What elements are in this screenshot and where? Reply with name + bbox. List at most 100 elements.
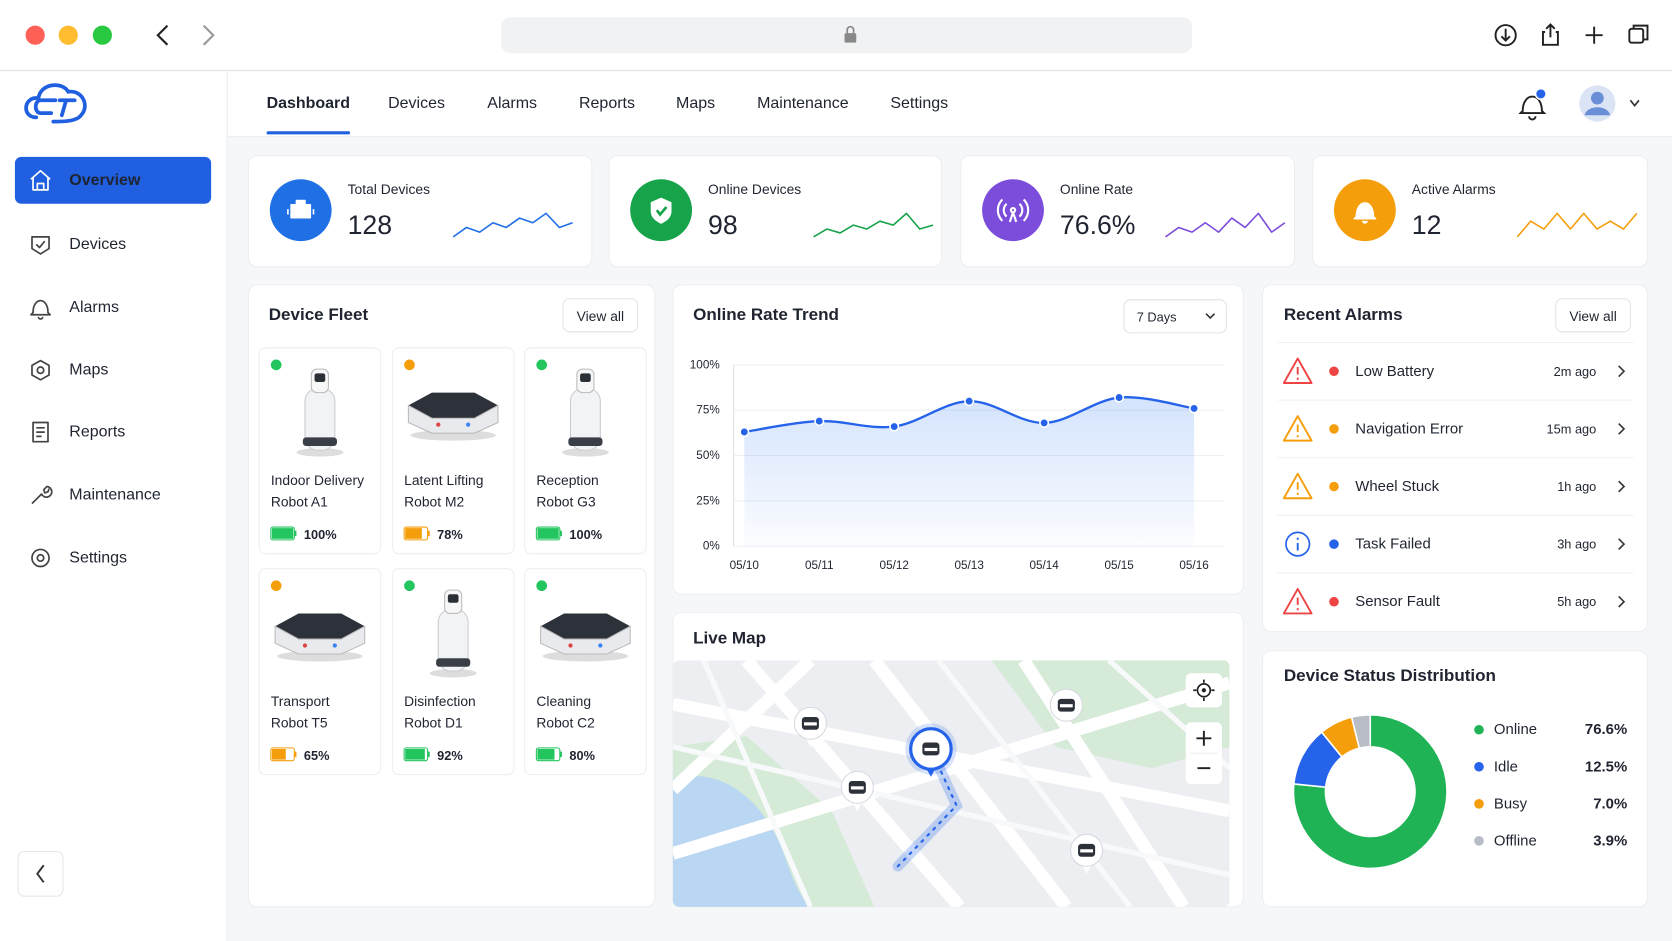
line-point [1039, 417, 1050, 428]
tab-bar: Dashboard Devices Alarms Reports Maps Mainten… [266, 95, 948, 135]
sidebar-label: Maintenance [69, 487, 161, 504]
robot-base [407, 404, 499, 434]
nav-tab[interactable]: Maps [676, 95, 715, 112]
view-all-button[interactable]: View all [1555, 298, 1631, 333]
close-button[interactable] [25, 25, 45, 45]
nav-tab[interactable]: Dashboard [267, 95, 350, 112]
tabs-button[interactable] [1628, 24, 1649, 44]
alarm-icon [1282, 587, 1313, 615]
stat-icon [287, 199, 315, 219]
robot-marker[interactable] [1049, 688, 1083, 729]
logo[interactable] [24, 83, 87, 124]
recent-alarms: Recent Alarms View all Low Battery 2m ago Na… [1277, 298, 1634, 615]
sidebar-item[interactable]: Overview [14, 156, 212, 204]
sidebar-item[interactable]: Reports [32, 421, 125, 443]
robot-marker[interactable] [1070, 833, 1104, 874]
user-avatar[interactable] [1579, 85, 1640, 122]
notifications-button[interactable] [1518, 87, 1547, 121]
battery-tip [294, 530, 297, 537]
stat-label: Online Devices [708, 181, 801, 197]
sidebar-item[interactable]: Maintenance [31, 485, 161, 505]
nav-tab[interactable]: Alarms [487, 95, 537, 112]
collapse-button[interactable] [17, 850, 64, 897]
status-dot [270, 580, 282, 592]
nav-tab[interactable]: Settings [890, 95, 948, 112]
sidebar-icon [31, 359, 50, 381]
map-canvas[interactable] [672, 660, 1230, 907]
robot-screen [314, 373, 326, 382]
alarm-chevron [1618, 422, 1626, 435]
device-name: Indoor Delivery [271, 472, 364, 488]
sidebar-item[interactable]: Maps [31, 359, 108, 381]
device-tile[interactable]: Cleaning Robot C2 80% [524, 568, 647, 776]
alarm-icon [1282, 357, 1313, 384]
line-point [739, 426, 750, 438]
sidebar-icon [31, 235, 50, 255]
nav-tab[interactable]: Devices [388, 95, 445, 112]
sidebar-item[interactable]: Devices [31, 235, 126, 255]
nav-tab[interactable]: Reports [579, 95, 635, 112]
alarm-row[interactable]: Navigation Error 15m ago [1277, 399, 1634, 442]
marker-robot-band [1080, 849, 1093, 853]
x-tick-label: 05/10 [730, 559, 760, 572]
alarm-time: 1h ago [1557, 479, 1596, 494]
sidebar-item[interactable]: Settings [31, 548, 127, 568]
button-bg [562, 298, 639, 333]
maximize-button[interactable] [92, 25, 112, 45]
device-name: Robot T5 [271, 714, 328, 730]
stat-value: 128 [348, 210, 392, 240]
robot-top [540, 613, 631, 640]
forward-button[interactable] [202, 24, 215, 46]
range-dropdown[interactable]: 7 Days [1123, 299, 1227, 334]
legend-label: Online [1494, 721, 1537, 738]
device-tile[interactable]: Indoor Delivery Robot A1 100% [258, 347, 382, 555]
robot-marker[interactable] [793, 706, 827, 747]
device-tile[interactable]: Transport Robot T5 65% [258, 568, 382, 776]
button-label: View all [577, 308, 625, 324]
card-title: Online Rate Trend [693, 305, 839, 324]
sidebar-icon [30, 299, 51, 320]
device-tile[interactable]: Reception Robot G3 100% [524, 347, 647, 555]
robot-top [408, 392, 498, 419]
locate-button[interactable] [1185, 673, 1223, 708]
active-tab-underline [266, 131, 351, 135]
alarm-row[interactable]: Task Failed 3h ago [1277, 514, 1634, 557]
stat-card: Online Rate 76.6% [960, 155, 1296, 268]
marker-robot-band [924, 747, 938, 752]
share-button[interactable] [1542, 23, 1559, 46]
card-title: Device Status Distribution [1284, 666, 1496, 685]
device-tile[interactable]: Latent Lifting Robot M2 78% [391, 347, 515, 555]
card-title: Live Map [693, 628, 766, 647]
device-tile[interactable]: Disinfection Robot D1 92% [391, 568, 515, 776]
alarm-dot [1329, 539, 1339, 549]
download-button[interactable] [1494, 24, 1517, 47]
new-tab-button[interactable] [1585, 26, 1603, 44]
stat-card: Online Devices 98 [608, 155, 943, 268]
battery-label: 100% [569, 527, 602, 542]
battery-level [537, 528, 559, 539]
zoom-in-button[interactable] [1196, 730, 1212, 746]
line-point [1114, 392, 1125, 403]
alarm-row[interactable]: Wheel Stuck 1h ago [1277, 457, 1634, 500]
card-title: Recent Alarms [1284, 305, 1403, 324]
sidebar [0, 71, 228, 941]
stat-card-bg [960, 155, 1296, 268]
alarm-row[interactable]: Low Battery 2m ago [1277, 341, 1634, 384]
nav-tab[interactable]: Maintenance [757, 95, 849, 112]
alarm-row[interactable]: Sensor Fault 5h ago [1277, 572, 1634, 615]
sparkline [452, 212, 573, 238]
device-tile-bg [258, 568, 382, 776]
robot-marker[interactable] [840, 770, 874, 811]
status-distribution: Device Status Distribution Online 76.6% Idl… [1284, 666, 1627, 870]
back-button[interactable] [156, 24, 169, 46]
donut-segment [1350, 714, 1372, 750]
status-dot [404, 359, 415, 371]
sidebar-item[interactable]: Alarms [30, 299, 119, 320]
robot-marker[interactable] [909, 727, 953, 777]
minimize-button[interactable] [58, 25, 78, 45]
device-name: Robot M2 [404, 493, 464, 509]
top-nav [228, 71, 1672, 137]
view-all-button[interactable]: View all [562, 298, 639, 333]
